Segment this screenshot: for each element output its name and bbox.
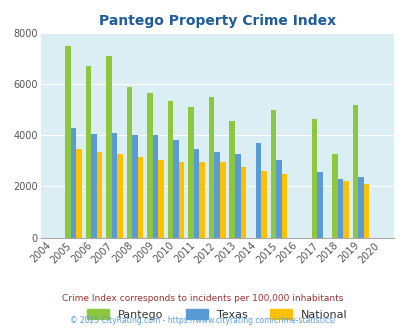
Bar: [65, 46, 70, 238]
Bar: [220, 162, 225, 238]
Bar: [275, 160, 281, 238]
Bar: [91, 134, 96, 238]
Bar: [209, 97, 214, 238]
Bar: [363, 184, 369, 238]
Bar: [117, 154, 123, 238]
Text: © 2025 CityRating.com - https://www.cityrating.com/crime-statistics/: © 2025 CityRating.com - https://www.city…: [70, 315, 335, 325]
Legend: Pantego, Texas, National: Pantego, Texas, National: [82, 305, 351, 324]
Bar: [70, 128, 76, 238]
Bar: [173, 141, 179, 238]
Bar: [331, 154, 337, 238]
Bar: [311, 119, 316, 238]
Bar: [147, 93, 152, 238]
Bar: [188, 107, 194, 238]
Bar: [281, 174, 286, 238]
Bar: [342, 181, 348, 238]
Bar: [106, 56, 111, 238]
Text: Crime Index corresponds to incidents per 100,000 inhabitants: Crime Index corresponds to incidents per…: [62, 294, 343, 303]
Bar: [111, 133, 117, 238]
Bar: [260, 171, 266, 238]
Bar: [138, 157, 143, 238]
Bar: [152, 135, 158, 238]
Bar: [158, 160, 164, 238]
Bar: [357, 178, 363, 238]
Bar: [85, 66, 91, 238]
Bar: [132, 135, 138, 238]
Bar: [234, 154, 240, 238]
Bar: [199, 162, 205, 238]
Bar: [76, 149, 81, 238]
Bar: [270, 110, 275, 238]
Bar: [194, 149, 199, 238]
Bar: [126, 87, 132, 238]
Bar: [214, 152, 220, 238]
Bar: [316, 172, 322, 238]
Bar: [240, 167, 245, 238]
Bar: [96, 152, 102, 238]
Bar: [179, 162, 184, 238]
Bar: [255, 143, 260, 238]
Bar: [352, 105, 357, 238]
Bar: [337, 179, 342, 238]
Bar: [229, 121, 234, 238]
Title: Pantego Property Crime Index: Pantego Property Crime Index: [98, 14, 335, 28]
Bar: [167, 101, 173, 238]
